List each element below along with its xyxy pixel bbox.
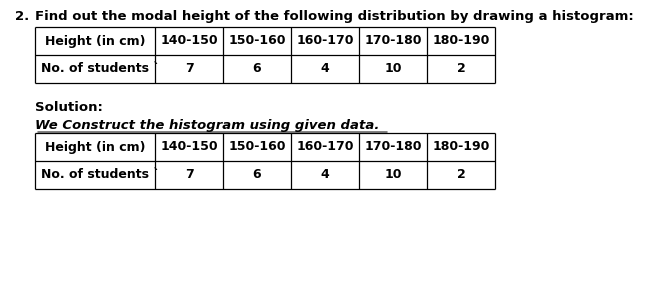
Text: Height (in cm): Height (in cm) — [44, 35, 145, 47]
Text: 160-170: 160-170 — [296, 140, 354, 153]
Text: Height (in cm): Height (in cm) — [44, 140, 145, 153]
Text: Solution:: Solution: — [35, 101, 103, 114]
Text: 160-170: 160-170 — [296, 35, 354, 47]
Text: No. of students `: No. of students ` — [41, 169, 159, 182]
Text: 4: 4 — [321, 62, 329, 76]
Text: 180-190: 180-190 — [432, 35, 489, 47]
Text: 10: 10 — [384, 62, 402, 76]
Text: 170-180: 170-180 — [365, 140, 422, 153]
Text: 150-160: 150-160 — [228, 140, 286, 153]
Text: 6: 6 — [253, 62, 262, 76]
Text: We Construct the histogram using given data.: We Construct the histogram using given d… — [35, 119, 379, 132]
Text: No. of students `: No. of students ` — [41, 62, 159, 76]
Text: 150-160: 150-160 — [228, 35, 286, 47]
Text: 7: 7 — [185, 62, 193, 76]
Text: 2.: 2. — [15, 10, 29, 23]
Text: 140-150: 140-150 — [160, 35, 218, 47]
Text: 7: 7 — [185, 169, 193, 182]
Text: 2: 2 — [457, 169, 465, 182]
Text: 140-150: 140-150 — [160, 140, 218, 153]
Text: 10: 10 — [384, 169, 402, 182]
Text: 170-180: 170-180 — [365, 35, 422, 47]
Text: 180-190: 180-190 — [432, 140, 489, 153]
Text: 2: 2 — [457, 62, 465, 76]
Text: 6: 6 — [253, 169, 262, 182]
Text: Find out the modal height of the following distribution by drawing a histogram:: Find out the modal height of the followi… — [35, 10, 633, 23]
Text: 4: 4 — [321, 169, 329, 182]
